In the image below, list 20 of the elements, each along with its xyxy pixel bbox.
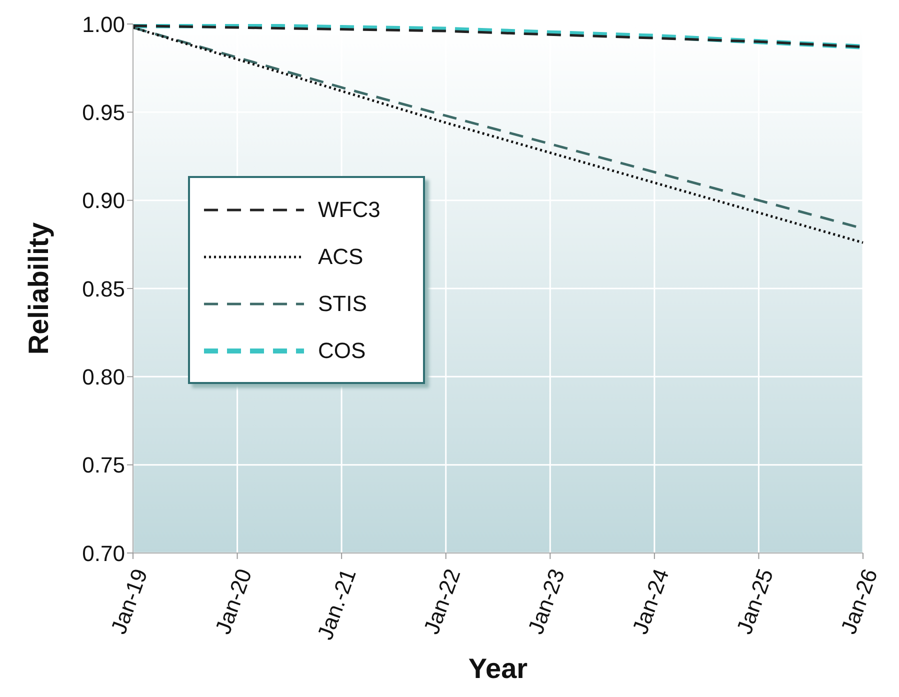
y-tick-label: 0.70 — [82, 540, 125, 566]
y-tick-label: 0.85 — [82, 276, 125, 302]
x-tick-label: Jan-24 — [627, 566, 674, 638]
y-tick-label: 0.75 — [82, 452, 125, 478]
legend-label: WFC3 — [318, 196, 380, 222]
x-tick-label: Jan-23 — [523, 566, 570, 638]
legend-label: ACS — [318, 244, 364, 270]
x-tick-label: Jan-19 — [106, 566, 152, 638]
y-tick-label: 0.80 — [82, 364, 125, 390]
x-tick-label: Jan-22 — [418, 566, 466, 638]
x-tick-label: Jan-25 — [732, 566, 778, 638]
legend-label: COS — [318, 338, 366, 364]
x-axis-title: Year — [468, 653, 528, 684]
x-tick-label: Jan-20 — [210, 566, 257, 638]
x-tick-label: Jan-26 — [836, 566, 882, 638]
y-tick-label: 0.90 — [82, 188, 125, 214]
y-axis-title: Reliability — [22, 222, 54, 355]
legend-label: STIS — [318, 290, 367, 316]
y-tick-label: 0.95 — [82, 100, 125, 125]
y-tick-label: 1.00 — [82, 12, 125, 37]
